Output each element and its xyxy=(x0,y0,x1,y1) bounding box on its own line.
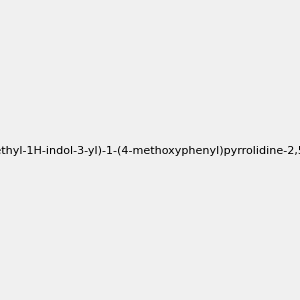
Text: 3-(1-ethyl-1H-indol-3-yl)-1-(4-methoxyphenyl)pyrrolidine-2,5-dione: 3-(1-ethyl-1H-indol-3-yl)-1-(4-methoxyph… xyxy=(0,146,300,157)
